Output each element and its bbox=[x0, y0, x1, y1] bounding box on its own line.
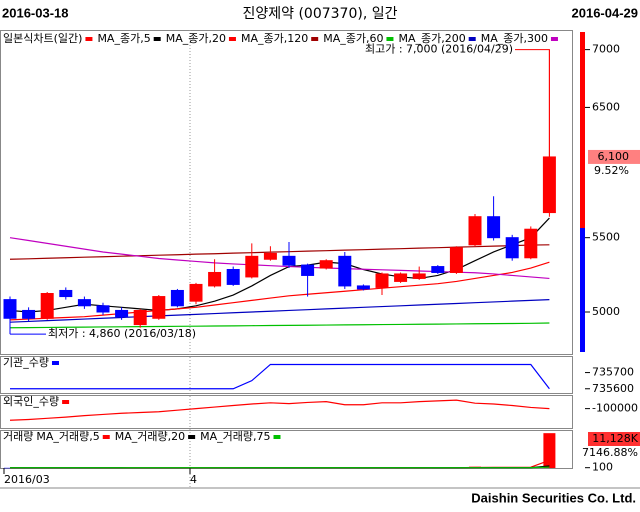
ma-line bbox=[9, 217, 550, 313]
candle-body bbox=[542, 156, 556, 214]
legend-label: MA_거래량,5 bbox=[36, 430, 99, 443]
volume-change-label: 7146.88% bbox=[582, 446, 638, 459]
candle-body bbox=[208, 271, 222, 287]
candle-body bbox=[356, 285, 370, 290]
legend-marker bbox=[273, 435, 281, 439]
candle-body bbox=[22, 309, 36, 319]
candle-body bbox=[245, 255, 259, 278]
candle-body bbox=[338, 255, 352, 287]
chart-title: 진양제약 (007370), 일간 bbox=[243, 6, 398, 22]
candle-body bbox=[524, 228, 538, 259]
legend-label: MA_종가,60 bbox=[323, 32, 383, 45]
candle-body bbox=[468, 216, 482, 246]
legend-marker bbox=[386, 37, 394, 41]
candle-body bbox=[301, 264, 315, 276]
candle-body bbox=[487, 216, 501, 239]
candle-body bbox=[152, 296, 166, 319]
legend-label: 기관_수량 bbox=[3, 356, 49, 369]
data-line bbox=[9, 399, 550, 421]
legend-label: MA_거래량,20 bbox=[115, 430, 185, 443]
legend-marker bbox=[62, 400, 70, 404]
candle-body bbox=[189, 283, 203, 302]
candle-body bbox=[77, 299, 91, 307]
y-tick-label: -100000 bbox=[592, 402, 638, 415]
ma-line bbox=[9, 322, 550, 329]
legend-marker bbox=[550, 37, 558, 41]
y-tick-label: 735600 bbox=[592, 382, 634, 395]
volume-ma-line bbox=[9, 459, 550, 469]
y-tick-label: 5000 bbox=[592, 305, 620, 318]
change-label: 9.52% bbox=[594, 164, 629, 177]
candle-body bbox=[226, 269, 240, 285]
y-tick-label: 7000 bbox=[592, 43, 620, 56]
legend-marker bbox=[468, 37, 476, 41]
panel-frame bbox=[0, 356, 573, 394]
legend-label: 거래량 bbox=[3, 430, 33, 443]
volume-bar bbox=[543, 433, 556, 468]
legend-label: MA_종가,5 bbox=[97, 32, 150, 45]
high-leader bbox=[515, 49, 550, 157]
y-tick-label: 6500 bbox=[592, 100, 620, 113]
legend-label: MA_종가,200 bbox=[398, 32, 465, 45]
legend-marker bbox=[228, 37, 236, 41]
candle-body bbox=[412, 273, 426, 279]
panel-frame bbox=[0, 395, 573, 429]
last-price-box bbox=[588, 149, 640, 164]
candle-body bbox=[282, 255, 296, 266]
legend-label: MA_종가,120 bbox=[241, 32, 308, 45]
y-tick-label: 735700 bbox=[592, 366, 634, 379]
candle-body bbox=[263, 252, 277, 260]
candle-body bbox=[505, 237, 519, 259]
legend-label: MA_거래량,75 bbox=[200, 430, 270, 443]
candle-body bbox=[394, 273, 408, 282]
candle-body bbox=[375, 273, 389, 288]
legend-marker bbox=[188, 435, 196, 439]
data-line bbox=[10, 363, 550, 390]
legend-label: 일본식차트(일간) bbox=[3, 31, 82, 45]
range-bar-down bbox=[580, 228, 585, 352]
candle-body bbox=[115, 309, 129, 318]
legend-label: MA_종가,300 bbox=[481, 32, 548, 45]
range-bar-up bbox=[580, 32, 585, 228]
candle-body bbox=[133, 309, 147, 326]
legend-marker bbox=[51, 361, 59, 365]
start-date: 2016-03-18 bbox=[2, 5, 69, 20]
legend-marker bbox=[102, 435, 110, 439]
candle-body bbox=[59, 289, 73, 298]
last-volume-label: 11,128K bbox=[592, 432, 638, 445]
legend-marker bbox=[153, 37, 161, 41]
main-frame bbox=[0, 30, 573, 355]
end-date: 2016-04-29 bbox=[572, 5, 639, 20]
candle-body bbox=[3, 299, 17, 319]
ma-line bbox=[9, 237, 550, 280]
candle-body bbox=[319, 260, 333, 269]
candle-body bbox=[449, 247, 463, 273]
ma-line bbox=[9, 244, 550, 260]
panel-frame bbox=[0, 430, 573, 469]
footer: Daishin Securities Co. Ltd. bbox=[471, 490, 636, 505]
high-annotation: 최고가 : 7,000 (2016/04/29) bbox=[365, 43, 513, 56]
candle-body bbox=[431, 266, 445, 273]
ma-line bbox=[9, 299, 550, 323]
legend-marker bbox=[311, 37, 319, 41]
last-price-label: 6,100 bbox=[598, 150, 630, 163]
candle-body bbox=[40, 293, 54, 319]
legend-label: MA_종가,20 bbox=[166, 32, 226, 45]
ma-line bbox=[9, 261, 550, 321]
legend-marker bbox=[85, 37, 93, 41]
x-tick-label: 4 bbox=[190, 473, 197, 486]
legend-label: 외국인_수량 bbox=[3, 395, 59, 408]
candle-body bbox=[96, 305, 110, 313]
last-volume-box bbox=[588, 432, 640, 446]
y-tick-label: 5500 bbox=[592, 231, 620, 244]
candle-body bbox=[170, 289, 184, 307]
y-tick-label: 100 bbox=[592, 461, 613, 474]
x-tick-label: 2016/03 bbox=[4, 473, 50, 486]
low-annotation: 최저가 : 4,860 (2016/03/18) bbox=[48, 327, 196, 340]
